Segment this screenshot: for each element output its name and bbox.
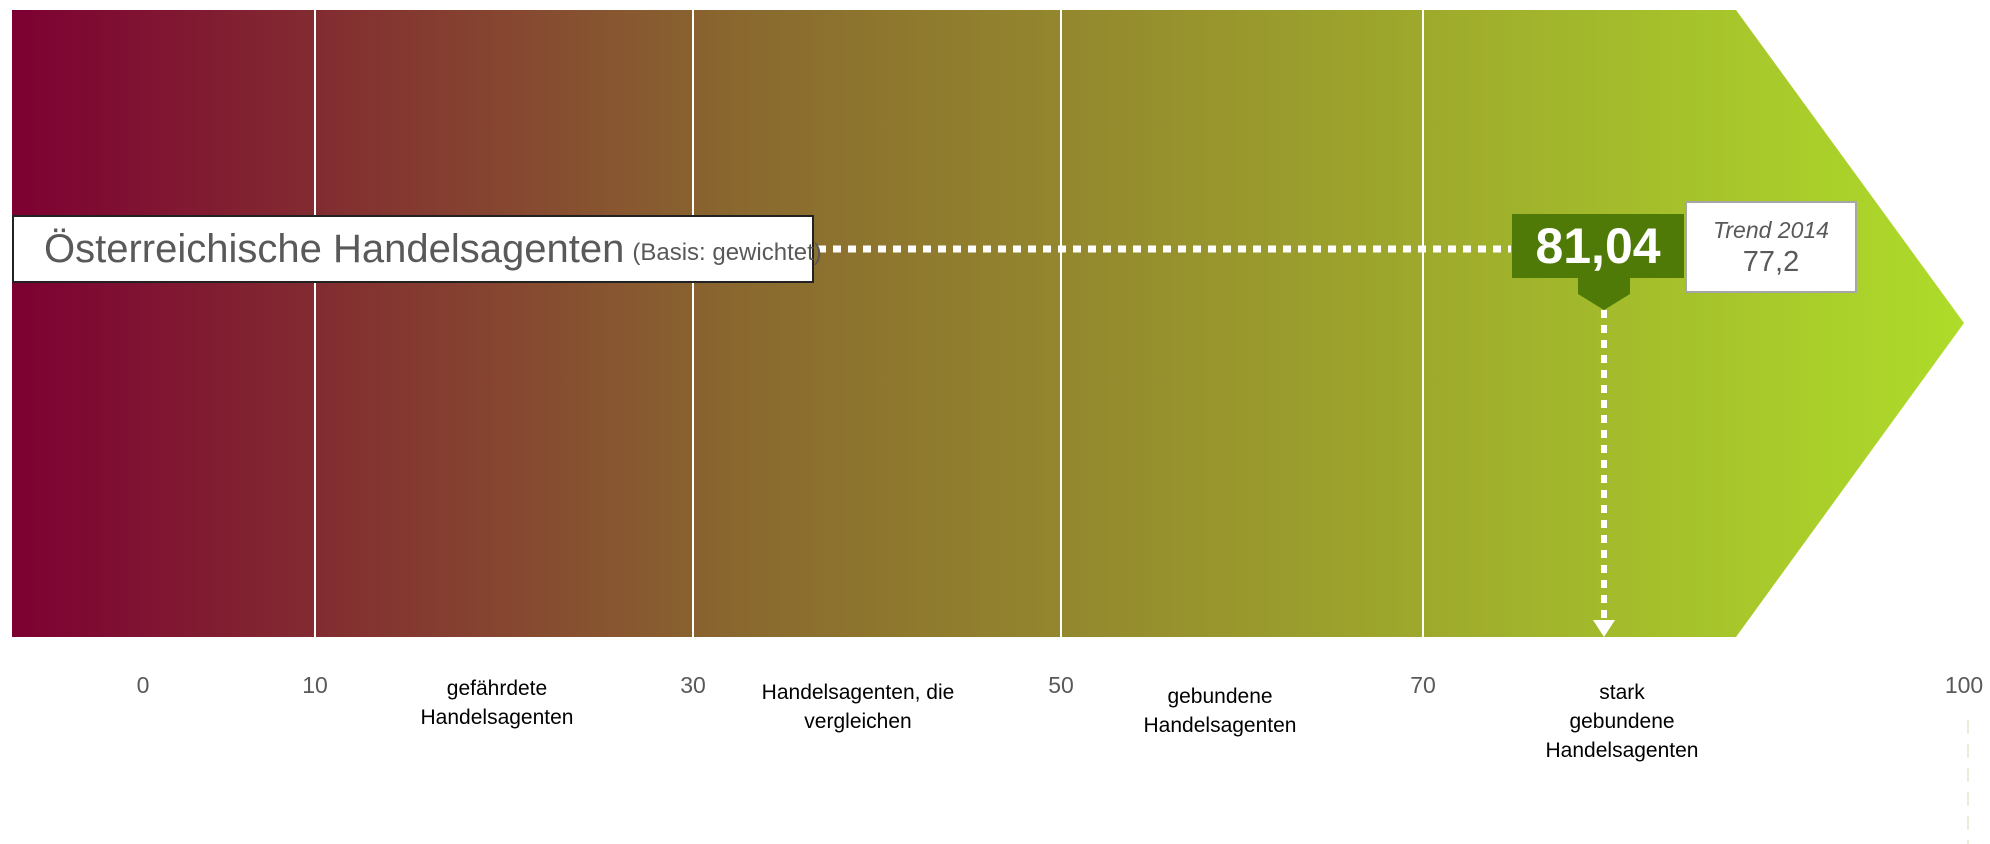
subject-basis: (Basis: gewichtet) — [632, 239, 822, 266]
tick-label-50: 50 — [1048, 672, 1074, 698]
score-drop-arrowhead — [1593, 620, 1615, 637]
trend-box: Trend 2014 77,2 — [1685, 201, 1857, 293]
tick-label-30: 30 — [680, 672, 706, 698]
score-value-box: 81,04 — [1512, 214, 1684, 278]
subject-label-box: Österreichische Handelsagenten (Basis: g… — [12, 215, 822, 283]
zone-label-1: gefährdete Handelsagenten — [420, 677, 574, 729]
trend-value: 77,2 — [1742, 246, 1800, 278]
zone-label-4: stark gebundene Handelsagenten — [1545, 681, 1699, 762]
zone-label-2: Handelsagenten, die vergleichen — [761, 681, 955, 733]
subject-title: Österreichische Handelsagenten — [44, 226, 625, 271]
tick-label-70: 70 — [1410, 672, 1436, 698]
tick-label-100: 100 — [1944, 672, 1984, 698]
tick-label-0: 0 — [136, 672, 150, 698]
zone-boundaries — [314, 10, 1424, 637]
trend-label: Trend 2014 — [1713, 217, 1829, 243]
scale-arrow — [12, 10, 1964, 637]
zone-label-3: gebundene Handelsagenten — [1143, 685, 1297, 737]
score-pointer — [1578, 278, 1630, 310]
tick-label-10: 10 — [302, 672, 328, 698]
